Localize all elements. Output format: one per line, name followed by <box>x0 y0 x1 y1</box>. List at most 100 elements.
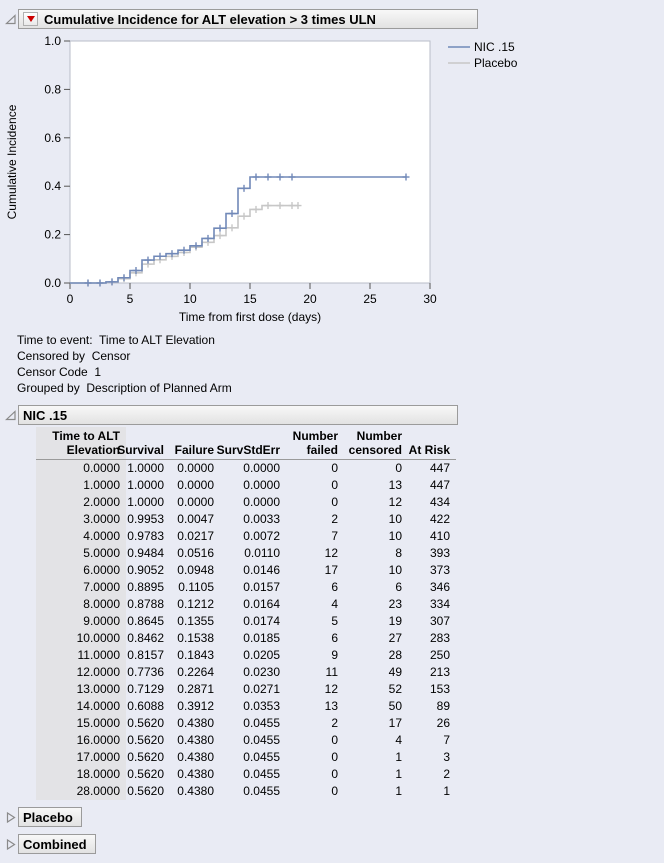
table-cell: 18.0000 <box>36 766 126 783</box>
table-cell: 3.0000 <box>36 511 126 528</box>
table-cell: 89 <box>436 699 450 713</box>
table-cell: 13 <box>324 699 338 713</box>
table-row[interactable]: 28.0000 0.5620 0.4380 0.0455 0 1 1 <box>36 783 456 800</box>
table-cell: 0.7736 <box>127 665 164 679</box>
nic-section: NIC .15 Time to ALT Elevation Survival Fail… <box>0 405 664 800</box>
table-row[interactable]: 1.0000 1.0000 0.0000 0.0000 0 13 447 <box>36 477 456 494</box>
table-cell: 422 <box>429 512 450 526</box>
table-cell: 0.0353 <box>243 699 280 713</box>
table-cell: 12 <box>324 682 338 696</box>
table-cell: 27 <box>388 631 402 645</box>
table-cell: 10 <box>388 512 402 526</box>
disclosure-closed-icon[interactable] <box>4 811 17 824</box>
table-cell: 0.0000 <box>36 460 126 477</box>
table-cell: 0.0146 <box>243 563 280 577</box>
table-row[interactable]: 5.0000 0.9484 0.0516 0.0110 12 8 393 <box>36 545 456 562</box>
table-cell: 0.0217 <box>177 529 214 543</box>
table-row[interactable]: 3.0000 0.9953 0.0047 0.0033 2 10 422 <box>36 511 456 528</box>
table-cell: 434 <box>429 495 450 509</box>
disclosure-closed-icon[interactable] <box>4 838 17 851</box>
table-row[interactable]: 9.0000 0.8645 0.1355 0.0174 5 19 307 <box>36 613 456 630</box>
table-cell: 8 <box>395 546 402 560</box>
table-cell: 373 <box>429 563 450 577</box>
x-axis-label: Time from first dose (days) <box>179 310 321 324</box>
table-cell: 0 <box>395 461 402 475</box>
x-tick-label: 20 <box>303 292 317 306</box>
table-cell: 0.1212 <box>177 597 214 611</box>
placebo-outline-header[interactable]: Placebo <box>18 807 82 827</box>
red-triangle-menu-icon[interactable] <box>23 12 38 26</box>
table-cell: 0.3912 <box>177 699 214 713</box>
table-row[interactable]: 18.0000 0.5620 0.4380 0.0455 0 1 2 <box>36 766 456 783</box>
table-cell: 447 <box>429 478 450 492</box>
table-cell: 0.5620 <box>127 750 164 764</box>
table-row[interactable]: 12.0000 0.7736 0.2264 0.0230 11 49 213 <box>36 664 456 681</box>
table-cell: 16.0000 <box>36 732 126 749</box>
legend-label: Placebo <box>474 56 518 70</box>
table-cell: 0 <box>331 750 338 764</box>
nic-outline-title: NIC .15 <box>23 407 68 423</box>
table-row[interactable]: 6.0000 0.9052 0.0948 0.0146 17 10 373 <box>36 562 456 579</box>
main-outline-header[interactable]: Cumulative Incidence for ALT elevation >… <box>18 9 478 29</box>
table-row[interactable]: 13.0000 0.7129 0.2871 0.0271 12 52 153 <box>36 681 456 698</box>
table-cell: 0.4380 <box>177 733 214 747</box>
table-row[interactable]: 0.0000 1.0000 0.0000 0.0000 0 0 447 <box>36 460 456 477</box>
disclosure-open-icon[interactable] <box>4 13 17 26</box>
table-cell: 2 <box>443 767 450 781</box>
series-group <box>70 173 410 287</box>
table-cell: 0 <box>331 495 338 509</box>
y-tick-label: 0.4 <box>44 179 61 193</box>
table-row[interactable]: 8.0000 0.8788 0.1212 0.0164 4 23 334 <box>36 596 456 613</box>
table-cell: 153 <box>429 682 450 696</box>
table-cell: 0.0033 <box>243 512 280 526</box>
table-cell: 213 <box>429 665 450 679</box>
table-cell: 12 <box>324 546 338 560</box>
table-cell: 0.5620 <box>127 716 164 730</box>
table-row[interactable]: 15.0000 0.5620 0.4380 0.0455 2 17 26 <box>36 715 456 732</box>
table-cell: 5 <box>331 614 338 628</box>
table-cell: 10 <box>388 529 402 543</box>
table-row[interactable]: 4.0000 0.9783 0.0217 0.0072 7 10 410 <box>36 528 456 545</box>
table-cell: 1 <box>395 767 402 781</box>
table-cell: 0.1538 <box>177 631 214 645</box>
footer-note: Time from first dose determined using TR… <box>5 861 664 863</box>
x-tick-label: 15 <box>243 292 257 306</box>
disclosure-open-icon[interactable] <box>4 409 17 422</box>
table-row[interactable]: 14.0000 0.6088 0.3912 0.0353 13 50 89 <box>36 698 456 715</box>
table-cell: 0.1105 <box>178 580 214 594</box>
chart-region: 0.0 0.2 0.4 0.6 0.8 1.0 0 5 10 15 20 25 30 Time from … <box>0 33 664 325</box>
table-cell: 9.0000 <box>36 613 126 630</box>
table-row[interactable]: 17.0000 0.5620 0.4380 0.0455 0 1 3 <box>36 749 456 766</box>
table-cell: 15.0000 <box>36 715 126 732</box>
table-cell: 3 <box>443 750 450 764</box>
table-cell: 0.0455 <box>243 716 280 730</box>
table-row[interactable]: 11.0000 0.8157 0.1843 0.0205 9 28 250 <box>36 647 456 664</box>
column-header: At Risk <box>408 443 450 457</box>
table-cell: 0.0157 <box>243 580 280 594</box>
table-cell: 6.0000 <box>36 562 126 579</box>
table-cell: 0.9783 <box>127 529 164 543</box>
table-cell: 50 <box>388 699 402 713</box>
column-header: Failure <box>174 443 214 457</box>
table-cell: 7 <box>331 529 338 543</box>
table-row[interactable]: 16.0000 0.5620 0.4380 0.0455 0 4 7 <box>36 732 456 749</box>
y-tick-label: 0.8 <box>44 82 61 96</box>
table-cell: 0 <box>331 767 338 781</box>
table-cell: 0.6088 <box>127 699 164 713</box>
info-time-to-event: Time to event: Time to ALT Elevation <box>17 333 215 347</box>
combined-outline-header[interactable]: Combined <box>18 834 96 854</box>
table-cell: 0.1355 <box>177 614 214 628</box>
table-cell: 0.5620 <box>127 733 164 747</box>
table-row[interactable]: 7.0000 0.8895 0.1105 0.0157 6 6 346 <box>36 579 456 596</box>
info-grouped-by: Grouped by Description of Planned Arm <box>17 381 232 395</box>
table-cell: 13.0000 <box>36 681 126 698</box>
table-cell: 0.8645 <box>127 614 164 628</box>
table-row[interactable]: 10.0000 0.8462 0.1538 0.0185 6 27 283 <box>36 630 456 647</box>
table-cell: 0.0000 <box>243 478 280 492</box>
table-header-row: Time to ALT Elevation Survival Failure SurvS… <box>36 427 456 460</box>
nic-outline-header[interactable]: NIC .15 <box>18 405 458 425</box>
plot-area <box>69 40 431 284</box>
table-row[interactable]: 2.0000 1.0000 0.0000 0.0000 0 12 434 <box>36 494 456 511</box>
table-cell: 1 <box>443 784 450 798</box>
